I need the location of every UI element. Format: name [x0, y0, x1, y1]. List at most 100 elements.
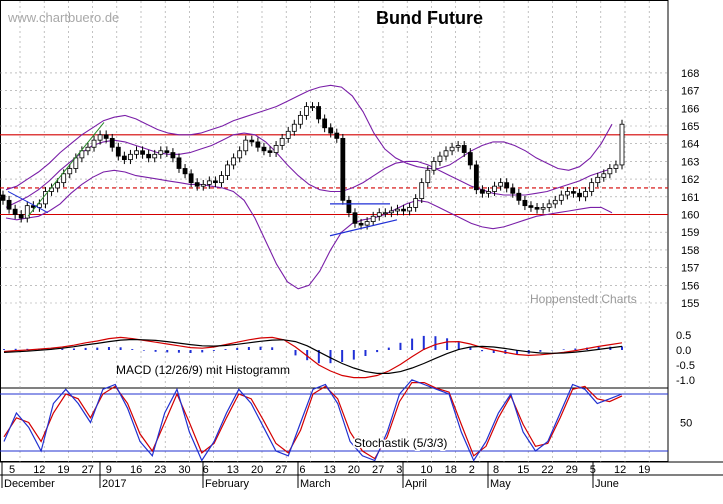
candle-body [328, 127, 334, 134]
candle-body [419, 182, 425, 199]
candle-body [407, 207, 412, 212]
x-day-label: 19 [638, 464, 650, 476]
candle-body [401, 208, 406, 212]
x-day-label: 16 [130, 464, 142, 476]
candle-body [304, 106, 309, 116]
candle-body [213, 180, 218, 184]
candle-body [109, 137, 115, 148]
x-day-label: 20 [348, 464, 360, 476]
x-month-label: 2017 [102, 478, 126, 490]
price-tick-label: 165 [681, 121, 699, 133]
candle-body [577, 192, 582, 198]
candle-body [273, 145, 279, 153]
candle-body [467, 152, 473, 166]
candle-body [334, 132, 340, 139]
candle-body [480, 189, 485, 194]
price-tick-label: 155 [681, 298, 699, 310]
chart-title: Bund Future [376, 8, 483, 28]
macd-line [3, 336, 623, 379]
x-day-label: 8 [493, 464, 499, 476]
source-credit: Hoppenstedt Charts [530, 292, 637, 306]
price-tick-label: 163 [681, 156, 699, 168]
candle-body [322, 118, 328, 129]
x-day-label: 13 [227, 464, 239, 476]
candle-body [261, 146, 267, 152]
candle-body [346, 199, 352, 214]
candle-body [6, 199, 12, 210]
x-day-label: 2 [469, 464, 475, 476]
price-tick-label: 161 [681, 192, 699, 204]
macd-label: MACD (12/26/9) mit Histogramm [116, 363, 290, 377]
candle-body [437, 155, 443, 162]
candle-body [388, 210, 394, 214]
x-day-label: 6 [299, 464, 305, 476]
candle-body [267, 150, 273, 153]
candle-body [200, 184, 206, 187]
candle-body [134, 150, 139, 155]
candle-body [0, 194, 6, 201]
candle-body [194, 182, 200, 187]
macd-tick-label: 0.5 [676, 330, 691, 342]
macd-signal-line [3, 338, 623, 374]
candle-body [589, 182, 595, 192]
candle-body [225, 164, 230, 176]
plot-frame [0, 0, 669, 462]
candle-body [510, 187, 516, 194]
x-day-label: 13 [324, 464, 336, 476]
candle-body [571, 191, 576, 194]
candle-body [449, 146, 455, 152]
candle-body [540, 207, 546, 210]
candle-body [176, 157, 182, 169]
candle-body [583, 191, 588, 198]
bollinger-upper-band [5, 84, 613, 191]
bollinger-lower-band [5, 169, 613, 290]
candle-body [376, 212, 382, 217]
candle-body [243, 139, 249, 152]
x-day-label: 3 [396, 464, 402, 476]
candle-body [188, 173, 194, 184]
triangle-lower-line [329, 219, 398, 237]
candle-body [121, 155, 127, 161]
candle-body [79, 150, 85, 159]
candle-body [358, 222, 364, 226]
stochastic-d-line [3, 382, 623, 460]
x-month-label: February [205, 478, 250, 490]
candle-body [534, 207, 540, 210]
candle-body [182, 168, 188, 175]
x-day-label: 19 [57, 464, 69, 476]
candle-body [619, 123, 625, 166]
x-day-label: 23 [154, 464, 166, 476]
candle-body [237, 150, 243, 159]
candle-body [455, 145, 461, 148]
x-day-label: 30 [178, 464, 190, 476]
candle-body [249, 139, 255, 143]
stochastic-k-line [3, 379, 623, 462]
candle-body [18, 214, 24, 219]
candle-body [297, 114, 303, 125]
watermark-text: www.chartbuero.de [8, 10, 120, 25]
candle-body [24, 205, 30, 219]
x-month-label: June [595, 478, 619, 490]
candle-body [61, 173, 67, 184]
candle-body [613, 164, 619, 169]
x-day-label: 27 [82, 464, 94, 476]
macd-tick-label: -1.0 [676, 375, 695, 387]
candle-body [152, 153, 158, 159]
candle-body [552, 199, 558, 205]
candle-body [425, 169, 431, 184]
stochastic-tick-label: 50 [680, 418, 692, 430]
x-day-label: 12 [614, 464, 626, 476]
candle-body [395, 208, 400, 212]
price-tick-label: 164 [681, 139, 699, 151]
candle-body [37, 203, 42, 208]
candle-body [128, 153, 133, 161]
x-day-label: 27 [372, 464, 384, 476]
candle-body [558, 194, 564, 201]
candle-body [492, 185, 497, 192]
x-day-label: 29 [566, 464, 578, 476]
x-day-label: 12 [33, 464, 45, 476]
price-tick-label: 166 [681, 103, 699, 115]
candle-body [486, 191, 491, 194]
candle-body [310, 106, 315, 108]
candle-body [67, 168, 73, 175]
